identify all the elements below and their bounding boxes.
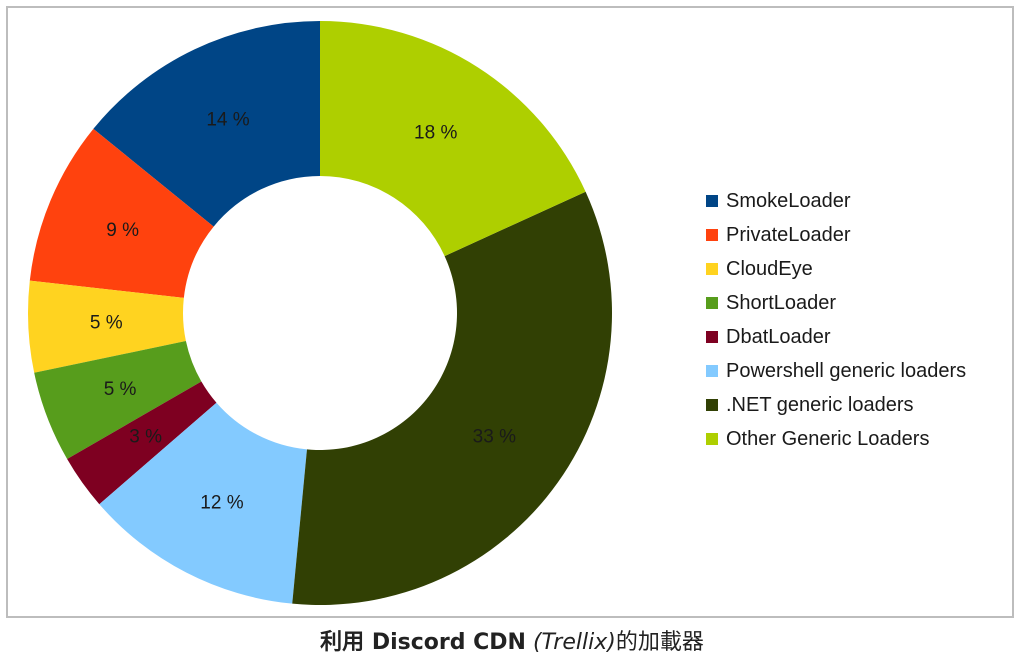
slice-cloudeye xyxy=(27,280,186,373)
legend-swatch xyxy=(706,229,718,241)
slice-powershell-generic-loaders xyxy=(99,402,307,604)
slice-smokeloader xyxy=(93,21,320,227)
slice-label-net-generic-loaders: 33 % xyxy=(473,427,516,448)
figure-caption: 利用 Discord CDN (Trellix)的加載器 xyxy=(0,624,1024,656)
legend-item-privateloader: PrivateLoader xyxy=(706,218,966,252)
chart-frame: 14 % 9 % 5 % 5 % 3 % 12 % 33 % 18 % SmokeLoader… xyxy=(6,6,1014,618)
legend-swatch xyxy=(706,433,718,445)
slice-label-cloudeye: 5 % xyxy=(90,313,123,334)
slice-net-generic-loaders xyxy=(292,191,612,605)
legend-swatch xyxy=(706,365,718,377)
legend-swatch xyxy=(706,195,718,207)
chart-legend: SmokeLoader PrivateLoader CloudEye ShortLoa… xyxy=(706,184,966,456)
legend-swatch xyxy=(706,297,718,309)
legend-label: CloudEye xyxy=(726,257,813,280)
legend-label: PrivateLoader xyxy=(726,223,851,246)
legend-swatch xyxy=(706,263,718,275)
legend-swatch xyxy=(706,399,718,411)
slice-label-other-generic-loaders: 18 % xyxy=(414,122,457,143)
legend-swatch xyxy=(706,331,718,343)
legend-label: .NET generic loaders xyxy=(726,393,914,416)
slice-other-generic-loaders xyxy=(320,21,586,257)
legend-label: SmokeLoader xyxy=(726,189,851,212)
slice-privateloader xyxy=(29,128,214,298)
legend-label: ShortLoader xyxy=(726,291,837,314)
legend-item-shortloader: ShortLoader xyxy=(706,286,966,320)
slice-label-shortloader: 5 % xyxy=(104,379,137,400)
legend-item-net-generic-loaders: .NET generic loaders xyxy=(706,388,966,422)
slice-label-dbatloader: 3 % xyxy=(129,427,162,448)
slice-shortloader xyxy=(34,341,202,459)
legend-item-other-generic-loaders: Other Generic Loaders xyxy=(706,422,966,456)
legend-item-dbatloader: DbatLoader xyxy=(706,320,966,354)
slice-label-smokeloader: 14 % xyxy=(206,109,249,130)
legend-label: DbatLoader xyxy=(726,325,831,348)
legend-label: Powershell generic loaders xyxy=(726,359,967,382)
legend-item-cloudeye: CloudEye xyxy=(706,252,966,286)
slice-label-powershell-generic-loaders: 12 % xyxy=(200,493,243,514)
caption-source: (Trellix) xyxy=(532,630,616,655)
legend-item-powershell-generic-loaders: Powershell generic loaders xyxy=(706,354,966,388)
caption-suffix: 的加載器 xyxy=(615,630,704,655)
slice-label-privateloader: 9 % xyxy=(106,220,139,241)
legend-item-smokeloader: SmokeLoader xyxy=(706,184,966,218)
caption-title: 利用 Discord CDN xyxy=(320,630,526,655)
donut-chart: 14 % 9 % 5 % 5 % 3 % 12 % 33 % 18 % xyxy=(27,21,612,605)
slice-dbatloader xyxy=(67,381,217,505)
legend-label: Other Generic Loaders xyxy=(726,427,930,450)
